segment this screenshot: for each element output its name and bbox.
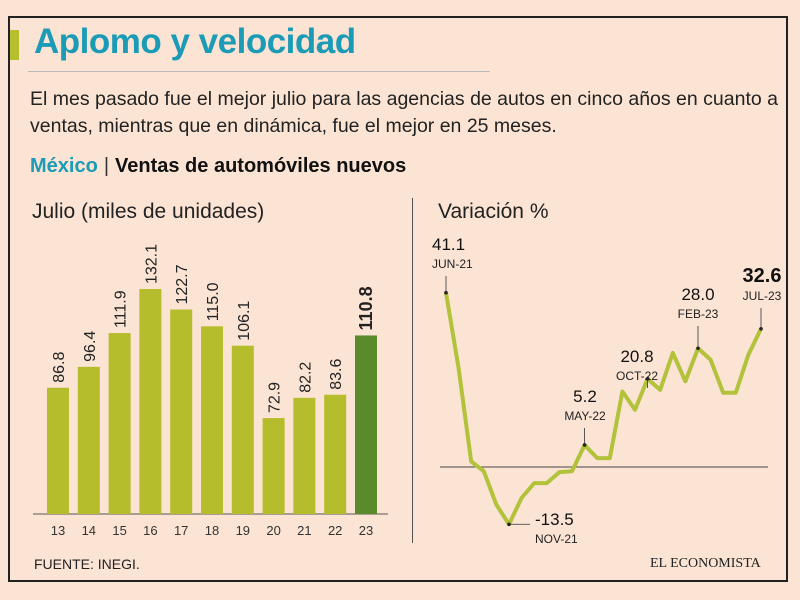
bar-value-label: 132.1: [143, 244, 160, 284]
annotation-date: MAY-22: [564, 409, 606, 423]
annotation-value: 32.6: [743, 265, 782, 287]
bar-value-label: 83.6: [328, 359, 345, 390]
annotation-date: FEB-23: [678, 307, 719, 321]
bar-value-label: 96.4: [82, 331, 99, 362]
annotation-value: 28.0: [681, 285, 714, 304]
bar-22: [324, 394, 347, 514]
bar-19: [231, 345, 254, 514]
data-point-marker: [444, 290, 448, 295]
bar-13: [47, 387, 69, 514]
x-tick-label: 16: [143, 523, 157, 538]
bar-14: [77, 366, 100, 514]
x-tick-label: 20: [266, 523, 280, 538]
bar-value-label: 86.8: [51, 352, 68, 383]
x-tick-label: 14: [82, 523, 96, 538]
bar-17: [170, 309, 193, 514]
data-point-marker: [696, 346, 700, 351]
annotation-value: 5.2: [573, 387, 597, 406]
subtitle: México | Ventas de automóviles nuevos: [30, 155, 406, 178]
annotation-date: JUL-23: [743, 289, 782, 303]
x-tick-label: 17: [174, 523, 188, 538]
x-tick-label: 18: [205, 523, 219, 538]
source-note: FUENTE: INEGI.: [34, 556, 140, 572]
bar-value-label: 115.0: [205, 282, 222, 321]
bar-chart-title: Julio (miles de unidades): [32, 200, 265, 223]
annotation-date: NOV-21: [535, 532, 578, 546]
headline-rule: [28, 71, 490, 72]
bar-20: [262, 418, 285, 514]
bar-value-label: 106.1: [236, 301, 253, 341]
bar-value-label: 111.9: [113, 290, 130, 328]
country-label: México: [30, 155, 98, 177]
bar-16: [139, 289, 162, 514]
data-point-marker: [582, 443, 587, 447]
bar-18: [201, 326, 223, 514]
x-tick-label: 22: [328, 523, 342, 538]
annotation-date: OCT-22: [616, 369, 658, 383]
headline: Aplomo y velocidad: [34, 22, 356, 61]
bar-value-label: 72.9: [267, 382, 284, 413]
annotation-value: 41.1: [432, 235, 465, 254]
chart-divider: [412, 198, 413, 543]
line-chart-title: Variación %: [438, 200, 549, 223]
variation-line: [444, 292, 763, 527]
infographic-frame: [8, 16, 788, 582]
subtitle-separator: |: [103, 155, 110, 177]
title-accent-bar: [10, 30, 19, 60]
bar-value-label: 122.7: [174, 264, 191, 304]
bar-15: [108, 333, 131, 514]
x-tick-label: 15: [112, 523, 126, 538]
bar-value-label: 82.2: [297, 362, 314, 393]
annotation-date: JUN-21: [432, 257, 473, 271]
annotation-value: -13.5: [535, 510, 574, 529]
publisher-logo: EL ECONOMISTA: [650, 556, 761, 571]
x-tick-label: 23: [359, 523, 373, 538]
bar-21: [293, 397, 316, 514]
bar-23: [355, 335, 377, 514]
x-tick-label: 13: [51, 523, 65, 538]
x-tick-label: 19: [236, 523, 250, 538]
intro-text: El mes pasado fue el mejor julio para la…: [30, 88, 778, 137]
annotation-value: 20.8: [620, 347, 653, 366]
bar-value-label: 110.8: [356, 286, 376, 330]
x-tick-label: 21: [297, 523, 311, 538]
subtitle-text: Ventas de automóviles nuevos: [115, 155, 407, 177]
